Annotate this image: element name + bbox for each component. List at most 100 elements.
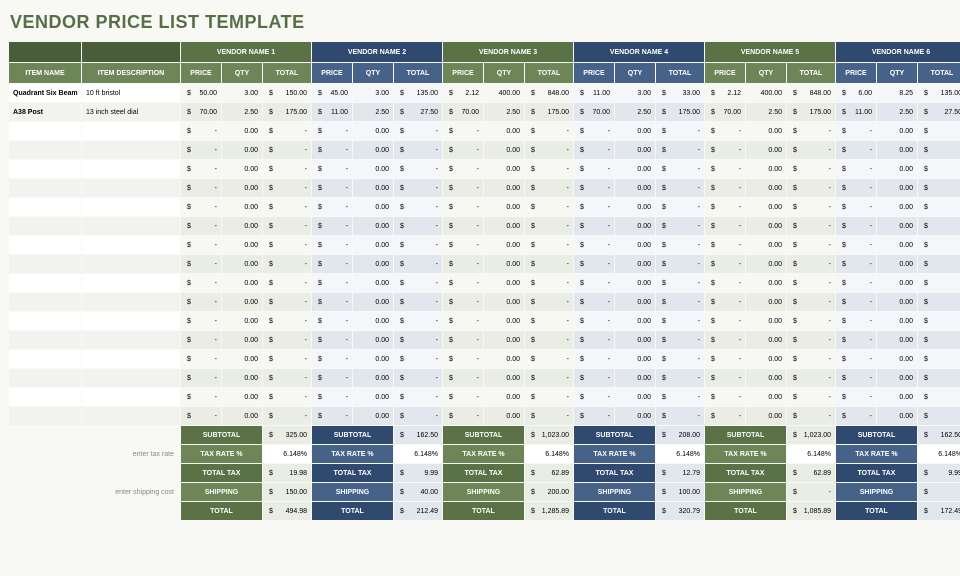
cell[interactable]: 0.00	[484, 331, 524, 349]
cell[interactable]: $-	[181, 179, 221, 197]
cell[interactable]: $-	[312, 217, 352, 235]
cell[interactable]: $6.00	[836, 84, 876, 102]
cell[interactable]: $-	[443, 331, 483, 349]
cell[interactable]: $-	[443, 141, 483, 159]
cell[interactable]: $-	[181, 274, 221, 292]
summary-value[interactable]: 6.148%	[394, 445, 442, 463]
cell[interactable]: 0.00	[877, 274, 917, 292]
cell[interactable]: $-	[312, 350, 352, 368]
cell[interactable]: $-	[787, 274, 835, 292]
cell[interactable]: $-	[312, 255, 352, 273]
cell[interactable]: $-	[394, 217, 442, 235]
cell[interactable]: $175.00	[656, 103, 704, 121]
cell[interactable]: $-	[918, 407, 960, 425]
summary-value[interactable]: $9.99	[918, 464, 960, 482]
cell[interactable]: $-	[836, 274, 876, 292]
cell[interactable]: $-	[181, 236, 221, 254]
cell[interactable]: 0.00	[222, 407, 262, 425]
cell[interactable]: 2.50	[746, 103, 786, 121]
cell[interactable]: 0.00	[222, 369, 262, 387]
cell[interactable]: $-	[705, 407, 745, 425]
cell[interactable]: 0.00	[484, 236, 524, 254]
cell[interactable]: $-	[836, 407, 876, 425]
summary-value[interactable]: $208.00	[656, 426, 704, 444]
cell[interactable]: 0.00	[353, 160, 393, 178]
cell[interactable]: $-	[705, 236, 745, 254]
cell[interactable]: $-	[263, 388, 311, 406]
cell[interactable]: $33.00	[656, 84, 704, 102]
cell[interactable]: $-	[525, 217, 573, 235]
summary-value[interactable]: $-	[787, 483, 835, 501]
item-desc[interactable]	[82, 331, 180, 349]
cell[interactable]: $-	[312, 369, 352, 387]
cell[interactable]: $-	[705, 198, 745, 216]
summary-value[interactable]: $19.98	[263, 464, 311, 482]
cell[interactable]: $-	[918, 122, 960, 140]
cell[interactable]: $-	[525, 312, 573, 330]
cell[interactable]: $-	[263, 198, 311, 216]
cell[interactable]: 0.00	[746, 369, 786, 387]
item-desc[interactable]	[82, 217, 180, 235]
summary-value[interactable]: $1,285.89	[525, 502, 573, 520]
cell[interactable]: $-	[312, 274, 352, 292]
item-desc[interactable]	[82, 141, 180, 159]
cell[interactable]: 0.00	[484, 255, 524, 273]
cell[interactable]: 0.00	[222, 217, 262, 235]
cell[interactable]: 0.00	[615, 331, 655, 349]
cell[interactable]: 0.00	[746, 236, 786, 254]
cell[interactable]: $-	[574, 350, 614, 368]
cell[interactable]: $-	[705, 179, 745, 197]
summary-value[interactable]: $62.89	[787, 464, 835, 482]
cell[interactable]: $-	[836, 293, 876, 311]
cell[interactable]: $-	[525, 350, 573, 368]
cell[interactable]: $-	[263, 236, 311, 254]
cell[interactable]: $70.00	[705, 103, 745, 121]
cell[interactable]: $-	[263, 293, 311, 311]
cell[interactable]: $-	[705, 274, 745, 292]
cell[interactable]: 2.50	[615, 103, 655, 121]
cell[interactable]: $-	[656, 122, 704, 140]
cell[interactable]: 0.00	[353, 179, 393, 197]
cell[interactable]: 2.50	[484, 103, 524, 121]
cell[interactable]: $-	[656, 255, 704, 273]
item-name[interactable]	[9, 122, 81, 140]
cell[interactable]: $-	[312, 388, 352, 406]
cell[interactable]: 0.00	[222, 122, 262, 140]
cell[interactable]: $-	[836, 160, 876, 178]
cell[interactable]: $-	[525, 274, 573, 292]
summary-value[interactable]: $100.00	[656, 483, 704, 501]
cell[interactable]: $-	[918, 141, 960, 159]
cell[interactable]: 8.25	[877, 84, 917, 102]
cell[interactable]: 0.00	[615, 293, 655, 311]
cell[interactable]: $-	[656, 293, 704, 311]
cell[interactable]: $-	[574, 198, 614, 216]
item-desc[interactable]	[82, 179, 180, 197]
cell[interactable]: 0.00	[615, 407, 655, 425]
cell[interactable]: $27.50	[918, 103, 960, 121]
cell[interactable]: $-	[525, 293, 573, 311]
cell[interactable]: 0.00	[877, 312, 917, 330]
cell[interactable]: $-	[574, 160, 614, 178]
cell[interactable]: $-	[656, 369, 704, 387]
cell[interactable]: $175.00	[787, 103, 835, 121]
cell[interactable]: $-	[705, 217, 745, 235]
cell[interactable]: 0.00	[222, 331, 262, 349]
cell[interactable]: $-	[394, 407, 442, 425]
summary-value[interactable]: $-	[918, 483, 960, 501]
cell[interactable]: 0.00	[746, 255, 786, 273]
cell[interactable]: 0.00	[353, 217, 393, 235]
cell[interactable]: 0.00	[353, 407, 393, 425]
cell[interactable]: $-	[525, 407, 573, 425]
cell[interactable]: $-	[918, 198, 960, 216]
summary-value[interactable]: $12.79	[656, 464, 704, 482]
cell[interactable]: 0.00	[484, 388, 524, 406]
summary-value[interactable]: $162.50	[394, 426, 442, 444]
item-desc[interactable]	[82, 388, 180, 406]
cell[interactable]: 0.00	[877, 236, 917, 254]
cell[interactable]: $-	[836, 369, 876, 387]
cell[interactable]: $-	[656, 274, 704, 292]
item-desc[interactable]	[82, 198, 180, 216]
cell[interactable]: $70.00	[181, 103, 221, 121]
cell[interactable]: $-	[787, 407, 835, 425]
cell[interactable]: 0.00	[615, 350, 655, 368]
